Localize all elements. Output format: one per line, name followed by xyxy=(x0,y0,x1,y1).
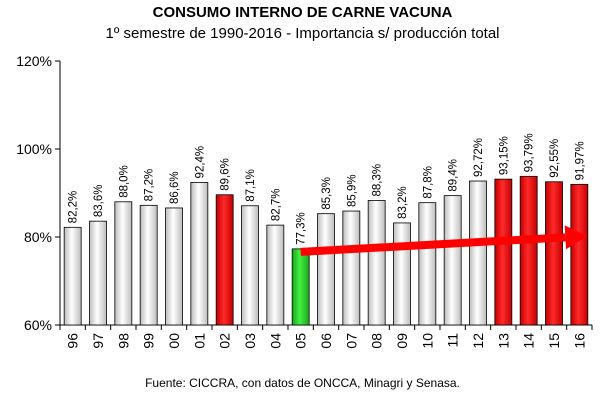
x-tick-label: 10 xyxy=(419,333,435,349)
data-label: 87,1% xyxy=(245,169,257,202)
data-label: 91,97% xyxy=(574,141,586,180)
bar xyxy=(89,220,107,326)
chart-subtitle: 1º semestre de 1990-2016 - Importancia s… xyxy=(105,25,500,42)
bar xyxy=(291,248,310,326)
data-label: 88,3% xyxy=(372,164,384,197)
data-label: 92,55% xyxy=(549,139,561,178)
y-tick-label: 120% xyxy=(16,53,52,69)
data-label: 88,0% xyxy=(118,165,130,198)
bar xyxy=(190,182,209,326)
bar xyxy=(241,205,259,326)
x-tick-label: 05 xyxy=(293,333,309,349)
data-label: 82,2% xyxy=(68,191,80,224)
bar xyxy=(114,201,133,326)
x-tick-label: 12 xyxy=(470,333,486,349)
bar xyxy=(139,204,158,326)
bar xyxy=(317,213,335,326)
data-label: 83,6% xyxy=(93,185,105,218)
bar xyxy=(63,226,82,326)
data-label: 82,7% xyxy=(270,189,282,222)
bar xyxy=(393,222,411,326)
x-tick-label: 01 xyxy=(191,333,207,349)
data-label: 93,79% xyxy=(524,133,536,172)
x-tick-label: 08 xyxy=(369,333,385,349)
x-tick-label: 11 xyxy=(445,333,461,348)
y-tick-label: 60% xyxy=(24,317,52,333)
chart-title: CONSUMO INTERNO DE CARNE VACUNA xyxy=(152,4,453,21)
data-label: 86,6% xyxy=(169,171,181,204)
x-tick-label: 13 xyxy=(495,333,511,349)
x-tick-label: 97 xyxy=(90,333,106,349)
trend-arrow xyxy=(300,225,588,256)
bar xyxy=(266,224,285,326)
bar xyxy=(418,202,437,326)
data-label: 87,2% xyxy=(144,169,156,202)
x-tick-label: 00 xyxy=(166,333,182,349)
data-label: 92,4% xyxy=(194,146,206,179)
x-tick-label: 15 xyxy=(546,333,562,349)
x-tick-label: 09 xyxy=(394,333,410,349)
data-label: 89,6% xyxy=(220,158,232,191)
trend-arrow-head xyxy=(564,225,588,250)
bar xyxy=(367,200,386,326)
x-tick-label: 03 xyxy=(242,333,258,349)
chart-source: Fuente: CICCRA, con datos de ONCCA, Mina… xyxy=(145,376,460,390)
trend-arrow-shaft xyxy=(300,233,566,256)
bar xyxy=(215,194,234,326)
bar xyxy=(469,180,487,326)
x-tick-label: 04 xyxy=(267,333,283,349)
bar xyxy=(342,210,361,326)
x-tick-label: 96 xyxy=(65,333,81,349)
bar xyxy=(165,207,183,326)
data-label: 83,2% xyxy=(397,186,409,219)
chart-labels: 82,2% 96 83,6% 97 88,0% 98 87,2% 99 86,6% 00 92,4%… xyxy=(65,133,588,348)
x-tick-label: 99 xyxy=(141,333,157,349)
data-label: 85,3% xyxy=(321,177,333,210)
chart-bars xyxy=(63,175,589,326)
x-tick-label: 16 xyxy=(571,333,587,349)
y-tick-label: 80% xyxy=(24,229,52,245)
bar xyxy=(519,175,538,326)
bar xyxy=(494,178,513,326)
data-label: 92,72% xyxy=(473,138,485,177)
x-tick-label: 98 xyxy=(115,333,131,349)
x-tick-label: 06 xyxy=(318,333,334,349)
bar xyxy=(443,195,462,326)
data-label: 87,8% xyxy=(422,166,434,199)
x-tick-label: 07 xyxy=(343,333,359,349)
data-label: 85,9% xyxy=(346,174,358,207)
data-label: 93,15% xyxy=(498,136,510,175)
bar xyxy=(545,181,563,326)
data-label: 77,3% xyxy=(296,212,308,245)
x-tick-label: 14 xyxy=(521,333,537,349)
data-label: 89,4% xyxy=(448,159,460,192)
x-tick-label: 02 xyxy=(217,333,233,349)
y-tick-label: 100% xyxy=(16,141,52,157)
bar xyxy=(570,183,589,326)
